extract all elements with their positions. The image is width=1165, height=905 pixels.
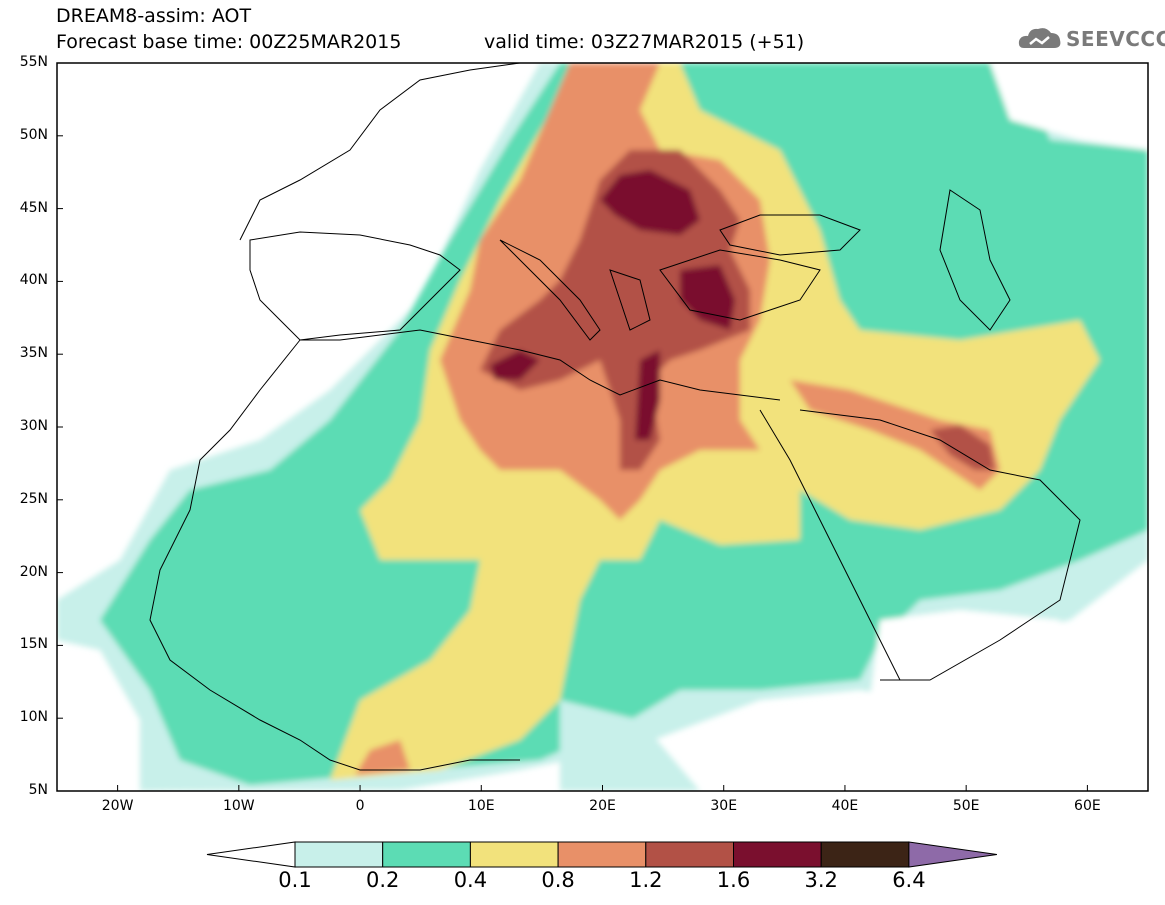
colorbar-label: 0.8 (541, 868, 575, 892)
colorbar-swatch (294, 841, 384, 868)
lat-label: 20N (19, 563, 48, 580)
lat-label: 55N (19, 54, 48, 70)
lon-label: 60E (1074, 798, 1101, 814)
lat-label: 30N (19, 418, 48, 434)
lat-label: 5N (28, 782, 48, 798)
forecast-base-time: Forecast base time: 00Z25MAR2015 (56, 31, 402, 53)
colorbar-label: 6.4 (892, 868, 926, 892)
lat-label: 35N (19, 345, 48, 362)
coastline-west-africa (149, 339, 520, 771)
coastline-italy (499, 239, 601, 341)
colorbar-label: 3.2 (804, 868, 838, 892)
colorbar-swatch (382, 841, 471, 868)
aot-contour-1.6 (600, 170, 700, 235)
lat-label: 15N (19, 636, 48, 653)
logo-text: SEEVCCC (1066, 27, 1165, 51)
lon-label: 50E (952, 798, 980, 814)
lon-label: 30E (710, 798, 738, 814)
lon-label: 40E (831, 798, 859, 814)
colorbar-label: 0.2 (365, 868, 400, 892)
lon-label: 0 (355, 798, 365, 814)
lat-label: 45N (19, 199, 48, 216)
colorbar-swatch (820, 841, 910, 868)
coastline-arabia (799, 409, 1081, 681)
cloud-logo-icon (1018, 28, 1061, 48)
colorbar-swatch (557, 841, 647, 868)
colorbar-over-triangle (908, 841, 997, 868)
coastline-north-africa (300, 329, 781, 401)
lon-label: 10E (467, 798, 495, 814)
colorbar-under-triangle (206, 841, 296, 868)
coastline-red-sea (759, 409, 901, 681)
coastline-europe-north (239, 63, 521, 241)
colorbar-label: 1.6 (716, 868, 751, 892)
lat-label: 40N (19, 272, 48, 289)
colorbar-label: 0.1 (278, 868, 312, 892)
colorbar-label: 1.2 (629, 868, 663, 892)
lat-label: 50N (19, 126, 48, 143)
coastline-turkey (659, 249, 821, 321)
coastline-iberia (249, 231, 461, 341)
coastline-caspian (939, 189, 1011, 331)
lat-label: 25N (19, 490, 48, 507)
colorbar-swatch (645, 841, 734, 868)
lon-label: 20W (101, 798, 134, 814)
coastline-greece (609, 269, 651, 331)
lon-label: 10W (222, 798, 255, 814)
colorbar-swatch (469, 841, 559, 868)
colorbar-label: 0.4 (453, 868, 488, 892)
coastline-black-sea (719, 214, 861, 256)
colorbar-swatch (733, 841, 822, 868)
lat-label: 10N (19, 709, 48, 726)
valid-time: valid time: 03Z27MAR2015 (+51) (484, 31, 805, 53)
lon-label: 20E (589, 798, 616, 814)
chart-title: DREAM8-assim: AOT (56, 5, 252, 27)
